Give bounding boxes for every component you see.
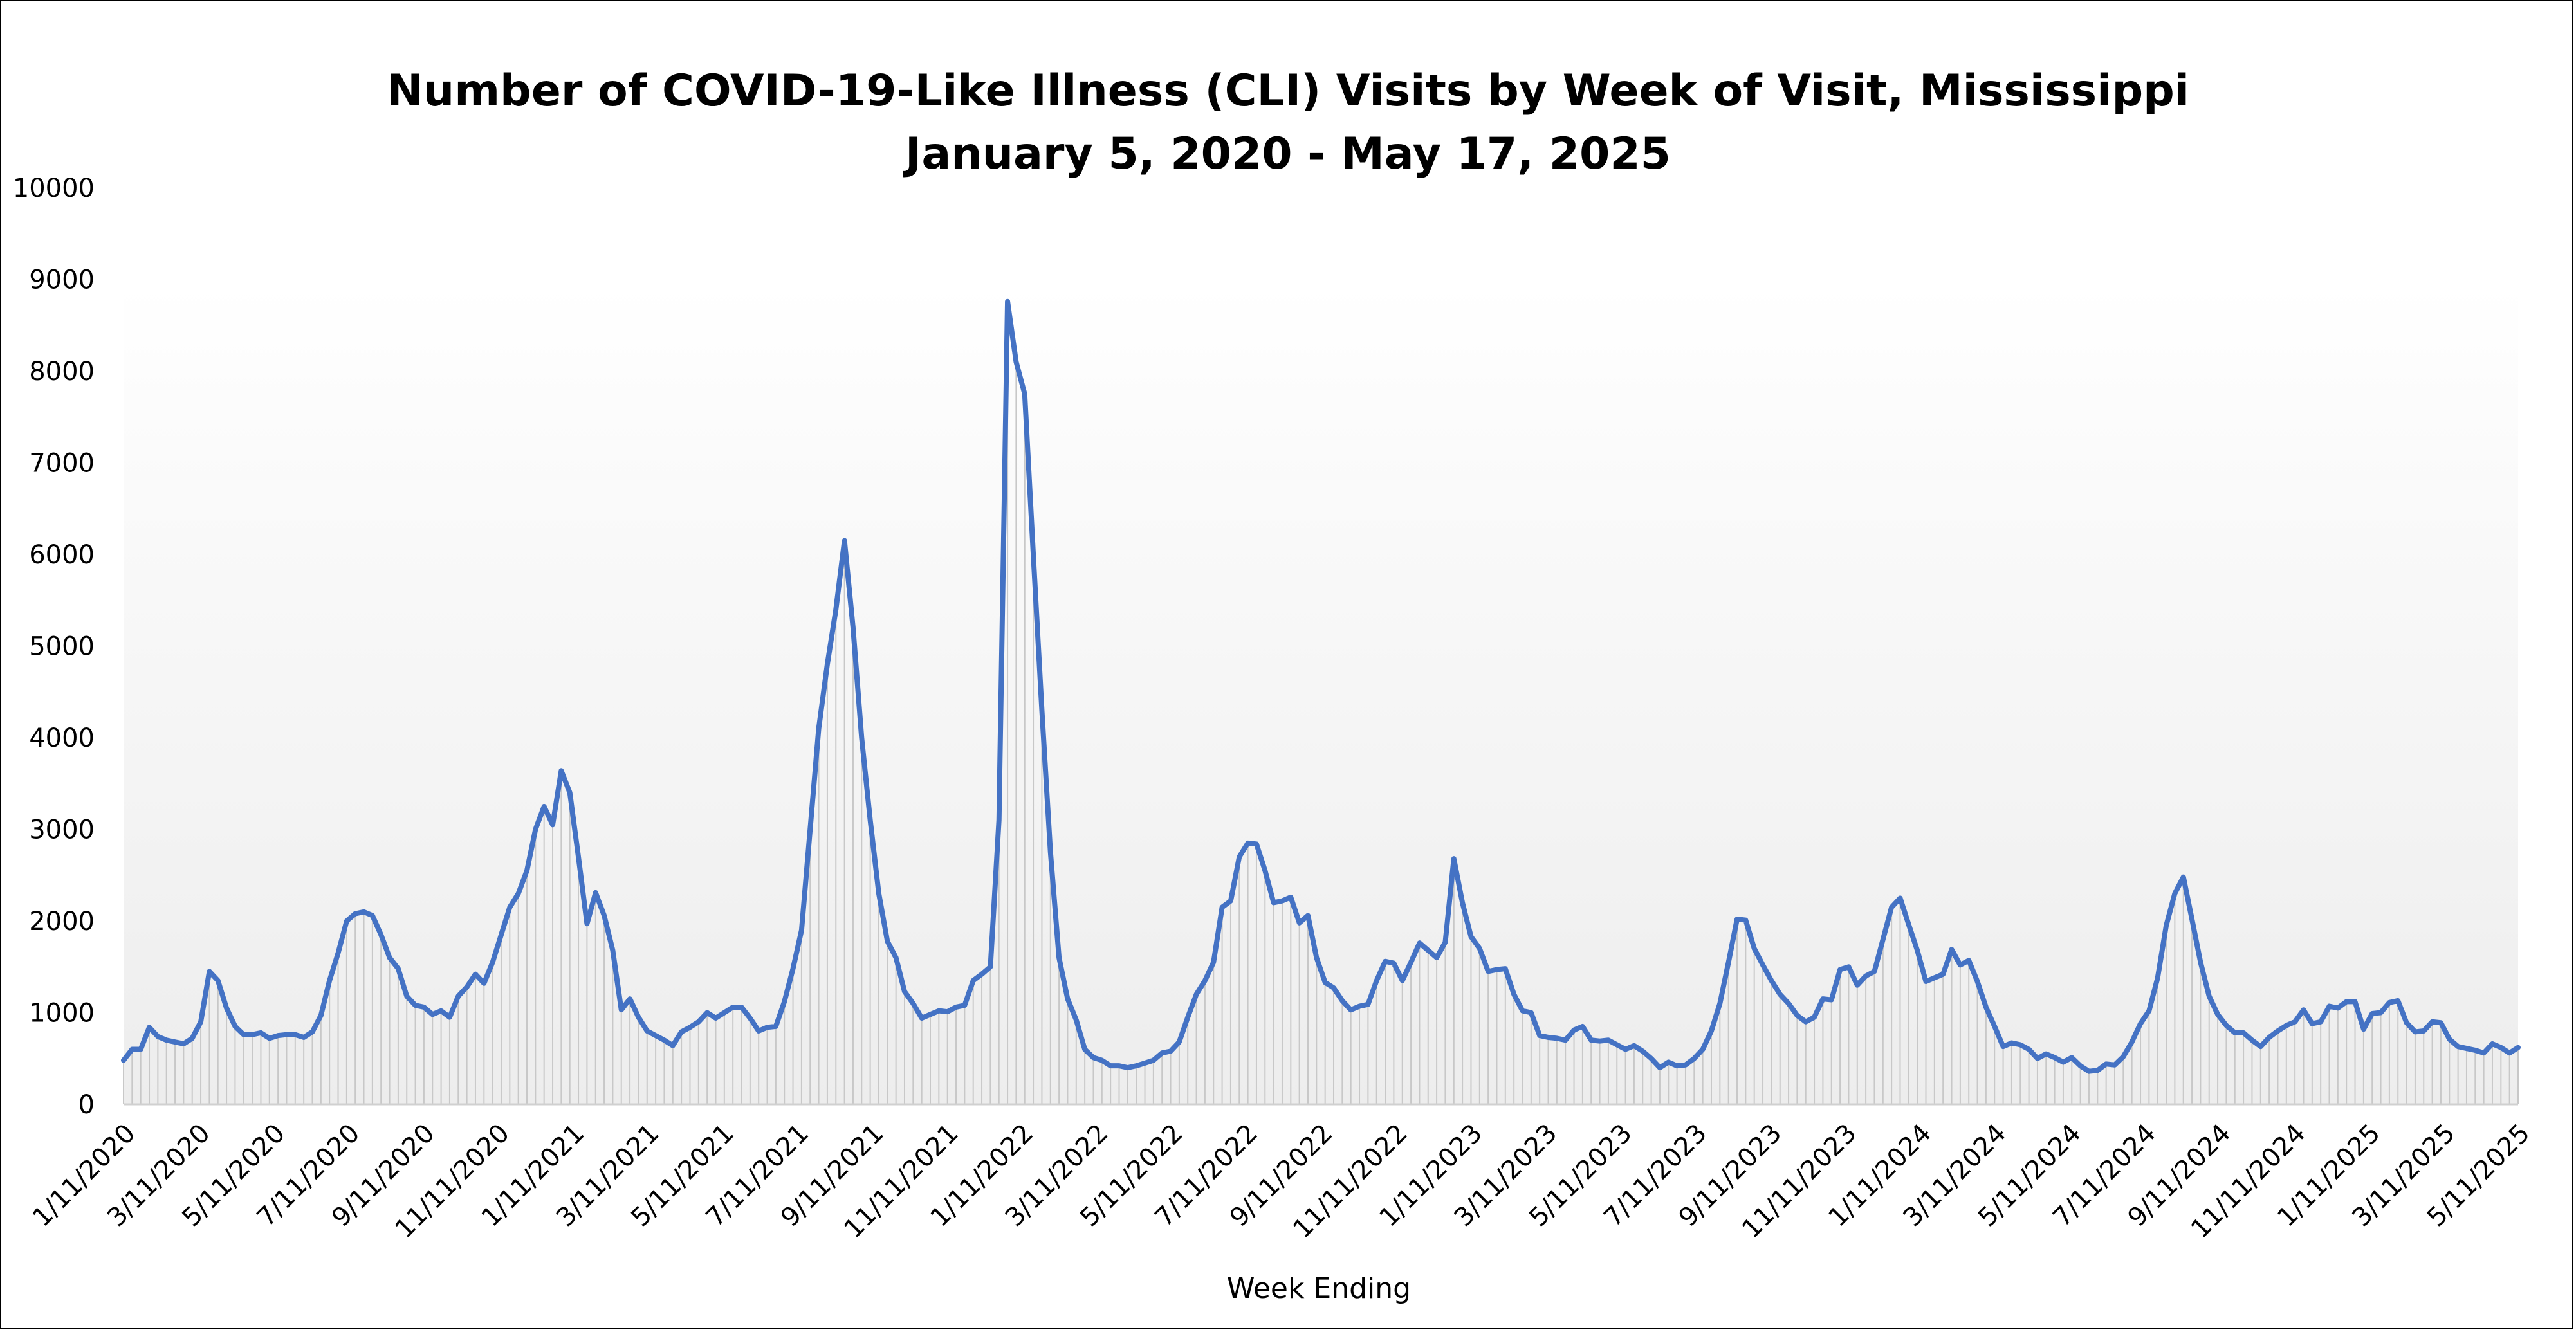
y-tick-label: 8000 (29, 357, 95, 387)
y-tick-label: 5000 (29, 632, 95, 662)
y-tick-label: 6000 (29, 540, 95, 570)
y-tick-label: 7000 (29, 449, 95, 479)
y-tick-label: 9000 (29, 266, 95, 295)
y-tick-label: 2000 (29, 907, 95, 936)
y-tick-label: 10000 (13, 174, 95, 203)
y-axis-ticks: 0 1000 2000 3000 4000 5000 6000 7000 8000 9000 100… (13, 174, 95, 1120)
y-tick-label: 4000 (29, 724, 95, 753)
x-axis-ticks: 1/11/20203/11/20205/11/20207/11/20209/11… (27, 1118, 2536, 1245)
y-tick-label: 3000 (29, 816, 95, 845)
series-line (121, 298, 2521, 1074)
x-axis-title: Week Ending (1227, 1272, 1411, 1305)
chart-title: Number of COVID-19-Like Illness (CLI) Vi… (387, 66, 2189, 116)
chart-subtitle: January 5, 2020 - May 17, 2025 (903, 129, 1671, 179)
area-fill-lines (123, 301, 2519, 1104)
y-tick-label: 0 (78, 1090, 95, 1120)
y-tick-label: 1000 (29, 999, 95, 1028)
